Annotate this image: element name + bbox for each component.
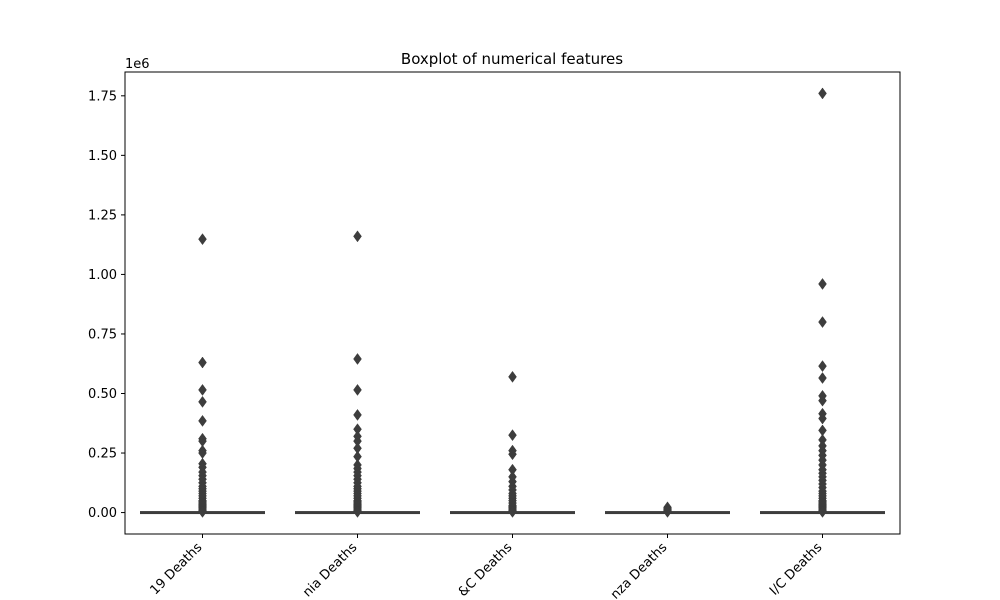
outlier-point — [818, 412, 827, 425]
outlier-point — [353, 383, 362, 396]
outlier-point — [508, 429, 517, 442]
outlier-point — [353, 505, 362, 518]
outlier-point — [198, 383, 207, 396]
outlier-point — [818, 316, 827, 328]
x-tick-label: I/C Deaths — [767, 540, 826, 599]
outlier-point — [508, 505, 517, 518]
x-tick-label: 19 Deaths — [148, 540, 206, 598]
outlier-point — [508, 370, 517, 383]
outlier-point — [663, 505, 672, 518]
y-tick-label: 1.75 — [88, 89, 117, 104]
y-tick-label: 0.00 — [88, 506, 117, 521]
outlier-point — [508, 448, 517, 461]
y-tick-label: 1.50 — [88, 149, 117, 164]
x-tick-label: nia Deaths — [300, 540, 360, 600]
y-offset-label: 1e6 — [125, 57, 150, 72]
outlier-point — [198, 505, 207, 518]
y-tick-label: 0.50 — [88, 387, 117, 402]
outlier-point — [818, 372, 827, 384]
outlier-point — [353, 353, 362, 365]
outlier-point — [198, 356, 207, 369]
outlier-point — [353, 409, 362, 421]
outlier-point — [198, 233, 207, 246]
x-tick-label: &C Deaths — [456, 540, 516, 600]
y-tick-label: 0.75 — [88, 327, 117, 342]
y-tick-label: 1.25 — [88, 208, 117, 223]
y-tick-label: 1.00 — [88, 268, 117, 283]
outlier-point — [353, 230, 362, 243]
outlier-point — [818, 360, 827, 373]
outlier-point — [818, 394, 827, 407]
outlier-point — [818, 505, 827, 518]
chart-title: Boxplot of numerical features — [401, 50, 623, 68]
outlier-point — [198, 395, 207, 408]
outlier-point — [818, 278, 827, 290]
x-tick-label: nza Deaths — [608, 540, 671, 600]
y-tick-label: 0.25 — [88, 447, 117, 462]
outlier-point — [198, 414, 207, 427]
outlier-point — [818, 87, 827, 100]
